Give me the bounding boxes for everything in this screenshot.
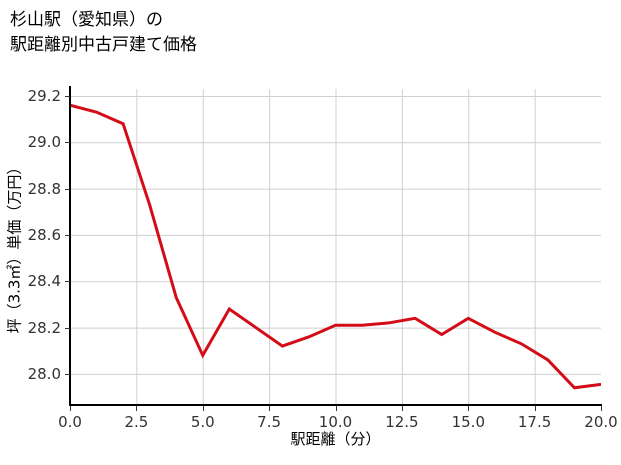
y-tick-mark: [65, 234, 70, 236]
x-axis-label: 駅距離（分）: [290, 430, 381, 448]
x-axis-spine: [69, 404, 602, 406]
x-tick-label: 5.0: [190, 413, 215, 431]
x-tick-mark: [269, 406, 271, 411]
y-tick-label: 28.8: [27, 179, 61, 198]
y-tick-label: 28.2: [27, 318, 61, 337]
y-tick-mark: [65, 327, 70, 329]
x-tick-mark: [335, 406, 337, 411]
y-tick-label: 28.4: [27, 272, 61, 291]
y-axis-spine: [69, 86, 71, 404]
x-tick-mark: [468, 406, 470, 411]
y-tick-mark: [65, 188, 70, 190]
y-tick-mark: [65, 95, 70, 97]
x-tick-mark: [601, 406, 602, 411]
x-tick-label: 10.0: [318, 413, 353, 431]
y-tick-label: 28.6: [27, 225, 61, 244]
x-tick-mark: [202, 406, 204, 411]
y-tick-label: 28.0: [27, 364, 61, 383]
x-tick-label: 15.0: [451, 413, 485, 431]
y-tick-label: 29.0: [27, 133, 61, 152]
x-tick-mark: [534, 406, 536, 411]
x-tick-mark: [136, 406, 138, 411]
x-tick-label: 17.5: [517, 413, 552, 431]
y-tick-mark: [65, 142, 70, 144]
y-tick-mark: [65, 281, 70, 283]
x-tick-label: 12.5: [385, 413, 419, 431]
data-line: [70, 103, 601, 390]
chart-title: 杉山駅（愛知県）の 駅距離別中古戸建て価格: [10, 10, 197, 55]
x-tick-label: 20.0: [584, 413, 618, 431]
x-tick-label: 0.0: [58, 413, 82, 431]
x-tick-mark: [401, 406, 403, 411]
x-tick-label: 7.5: [257, 413, 282, 431]
y-tick-mark: [65, 373, 70, 375]
data-line-series: [70, 103, 601, 390]
plot-area: [69, 86, 602, 406]
x-tick-mark: [70, 406, 71, 411]
x-tick-label: 2.5: [124, 413, 149, 431]
y-tick-label: 29.2: [27, 86, 61, 105]
